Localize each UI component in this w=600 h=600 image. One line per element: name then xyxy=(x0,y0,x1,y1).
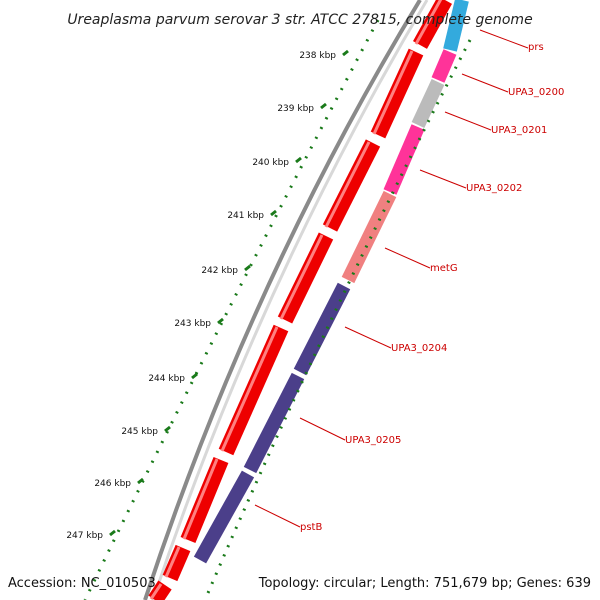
tick-label: 246 kbp xyxy=(94,479,131,489)
cds-highlight xyxy=(220,326,279,452)
gene-leader-line xyxy=(479,29,529,49)
gene-label[interactable]: pstB xyxy=(300,522,322,533)
gene-leader-line xyxy=(419,169,467,189)
gene-label[interactable]: metG xyxy=(430,263,458,274)
tick-mark xyxy=(270,209,277,217)
forward-cds-arrow xyxy=(277,232,334,324)
genome-summary: Topology: circular; Length: 751,679 bp; … xyxy=(258,576,591,591)
cds-highlight xyxy=(182,458,219,540)
forward-cds-arrow xyxy=(180,456,229,544)
gene-label[interactable]: UPA3_0200 xyxy=(508,87,564,98)
tick-label: 244 kbp xyxy=(148,374,185,384)
forward-cds-track xyxy=(148,0,452,600)
gene-label[interactable]: UPA3_0205 xyxy=(345,435,401,446)
tick-mark xyxy=(217,317,224,325)
gene-label[interactable]: UPA3_0201 xyxy=(491,125,547,136)
forward-cds-arrow xyxy=(322,139,381,232)
cds-highlight xyxy=(324,141,371,228)
gene-leader-line xyxy=(461,73,509,93)
gene-block[interactable] xyxy=(293,282,351,376)
gene-block[interactable] xyxy=(341,190,397,284)
gene-block[interactable] xyxy=(443,0,469,52)
tick-labels: 238 kbp 239 kbp 240 kbp 241 kbp 242 kbp 243 k… xyxy=(66,49,349,541)
gene-block[interactable] xyxy=(193,470,255,564)
tick-mark xyxy=(244,264,251,272)
gene-label[interactable]: prs xyxy=(528,42,544,53)
cds-highlight xyxy=(149,583,163,600)
gene-block[interactable] xyxy=(383,124,425,195)
tick-ring-outer xyxy=(83,19,380,600)
tick-label: 241 kbp xyxy=(227,211,264,221)
tick-mark xyxy=(191,372,198,380)
backbone xyxy=(143,0,429,600)
tick-mark xyxy=(342,49,349,57)
tick-mark xyxy=(109,529,116,537)
tick-mark xyxy=(137,477,144,485)
backbone-outer xyxy=(143,0,422,600)
gene-leader-line xyxy=(299,417,346,441)
tick-label: 245 kbp xyxy=(121,427,158,437)
accession-label: Accession: NC_010503 xyxy=(8,576,156,591)
gene-leader-line xyxy=(444,111,492,131)
gene-leader-line xyxy=(254,504,301,528)
tick-mark xyxy=(164,425,171,433)
tick-mark xyxy=(295,156,302,164)
cds-highlight xyxy=(279,234,324,320)
cds-highlight xyxy=(372,50,414,135)
tick-label: 247 kbp xyxy=(66,531,103,541)
gene-label[interactable]: UPA3_0202 xyxy=(466,183,522,194)
page-title: Ureaplasma parvum serovar 3 str. ATCC 27… xyxy=(67,12,532,28)
tick-ring-inner xyxy=(203,39,472,600)
tick-label: 238 kbp xyxy=(299,51,336,61)
gene-leader-line xyxy=(384,247,431,269)
forward-cds-arrow xyxy=(218,324,289,456)
tick-label: 242 kbp xyxy=(201,266,238,276)
gene-label[interactable]: UPA3_0204 xyxy=(391,343,447,354)
tick-mark xyxy=(320,102,327,110)
tick-label: 243 kbp xyxy=(174,319,211,329)
forward-cds-arrow xyxy=(162,544,191,582)
gene-track xyxy=(193,0,469,564)
cds-highlight xyxy=(414,0,443,45)
gene-block[interactable] xyxy=(431,49,457,83)
gene-block[interactable] xyxy=(243,372,305,474)
gene-block[interactable] xyxy=(411,79,445,128)
tick-label: 239 kbp xyxy=(277,104,314,114)
gene-leader-line xyxy=(344,326,392,349)
forward-cds-arrow xyxy=(148,580,172,600)
forward-cds-arrow xyxy=(370,48,424,139)
tick-label: 240 kbp xyxy=(252,158,289,168)
cds-highlight xyxy=(164,546,181,578)
forward-cds-arrow xyxy=(413,0,452,49)
gene-labels: prs UPA3_0200 UPA3_0201 UPA3_0202 metG UPA3_0… xyxy=(254,29,564,533)
backbone-inner xyxy=(151,0,429,600)
